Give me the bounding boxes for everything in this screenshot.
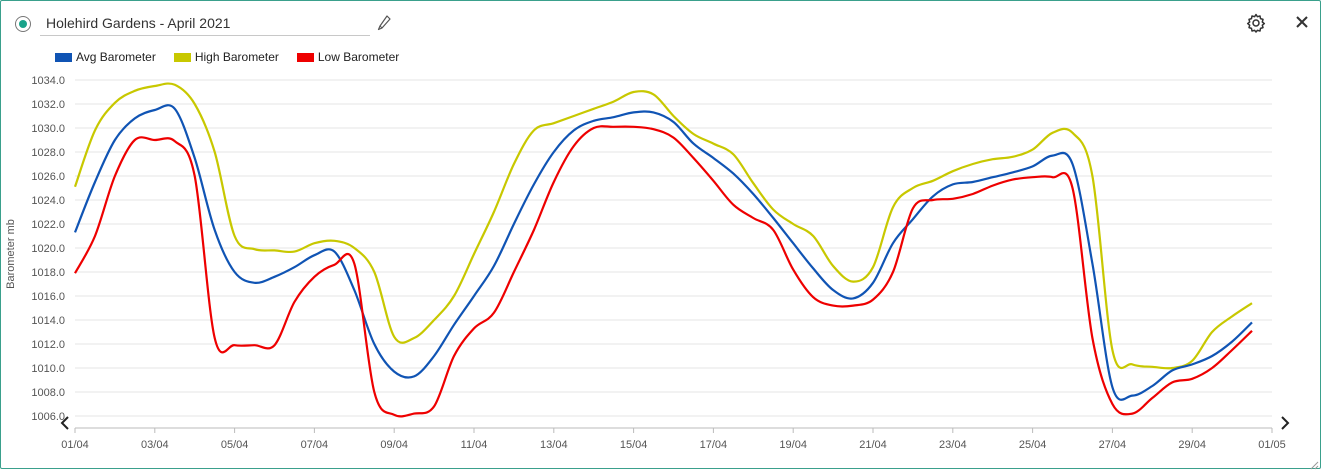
resize-handle-icon[interactable] [1309, 457, 1319, 470]
y-tick-label: 1010.0 [31, 363, 65, 375]
edit-icon[interactable] [376, 14, 392, 32]
legend-item-avg[interactable]: Avg Barometer [55, 50, 156, 64]
legend-swatch-avg [55, 52, 72, 62]
legend-swatch-low [296, 52, 314, 62]
x-tick-label: 29/04 [1178, 439, 1206, 451]
legend-swatch-high [173, 52, 191, 62]
x-tick-label: 25/04 [1019, 439, 1047, 451]
x-tick-label: 01/04 [61, 439, 89, 451]
x-tick-label: 19/04 [779, 439, 807, 451]
y-tick-label: 1030.0 [31, 123, 65, 135]
x-tick-label: 01/05 [1258, 439, 1286, 451]
y-tick-label: 1022.0 [31, 219, 65, 231]
y-tick-label: 1024.0 [31, 195, 65, 207]
x-tick-label: 05/04 [221, 439, 249, 451]
x-tick-label: 27/04 [1099, 439, 1127, 451]
y-tick-label: 1026.0 [31, 171, 65, 183]
x-tick-label: 21/04 [859, 439, 887, 451]
x-tick-label: 23/04 [939, 439, 967, 451]
avg-barometer-line [73, 104, 1253, 401]
x-tick-label: 03/04 [141, 439, 169, 451]
legend-item-high[interactable]: High Barometer [173, 50, 279, 64]
low-barometer-line [74, 125, 1253, 418]
status-indicator [15, 16, 31, 32]
x-tick-label: 17/04 [700, 439, 728, 451]
scroll-right-icon[interactable] [1280, 416, 1290, 435]
settings-icon[interactable] [1245, 12, 1267, 34]
y-tick-label: 1028.0 [31, 147, 65, 159]
close-icon[interactable] [1292, 12, 1312, 32]
y-tick-label: 1034.0 [31, 75, 65, 87]
barometer-line-chart: 1006.0 1008.0 1010.0 1012.0 1014.0 1016.0 1018… [5, 75, 1286, 451]
y-tick-label: 1020.0 [31, 243, 65, 255]
widget-title-input[interactable] [40, 10, 370, 36]
widget-header [0, 0, 1323, 44]
y-tick-label: 1006.0 [31, 411, 65, 423]
y-tick-label: 1016.0 [31, 291, 65, 303]
legend-label-avg: Avg Barometer [76, 50, 156, 64]
legend-item-low[interactable]: Low Barometer [296, 50, 400, 64]
y-tick-label: 1018.0 [31, 267, 65, 279]
x-tick-label: 13/04 [540, 439, 568, 451]
scroll-left-icon[interactable] [60, 416, 70, 435]
status-dot-fill [19, 20, 27, 28]
x-tick-label: 11/04 [461, 439, 488, 451]
y-axis-label: Barometer mb [5, 219, 17, 289]
legend-label-high: High Barometer [194, 50, 279, 64]
x-tick-label: 15/04 [620, 439, 648, 451]
high-barometer-line [73, 82, 1253, 370]
y-tick-label: 1008.0 [31, 387, 65, 399]
y-tick-label: 1014.0 [31, 315, 65, 327]
y-tick-label: 1012.0 [31, 339, 65, 351]
y-tick-label: 1032.0 [31, 99, 65, 111]
x-tick-label: 09/04 [380, 439, 408, 451]
chart-legend: Avg Barometer High Barometer Low Baromet… [55, 50, 399, 64]
legend-label-low: Low Barometer [317, 50, 400, 64]
x-tick-label: 07/04 [301, 439, 329, 451]
